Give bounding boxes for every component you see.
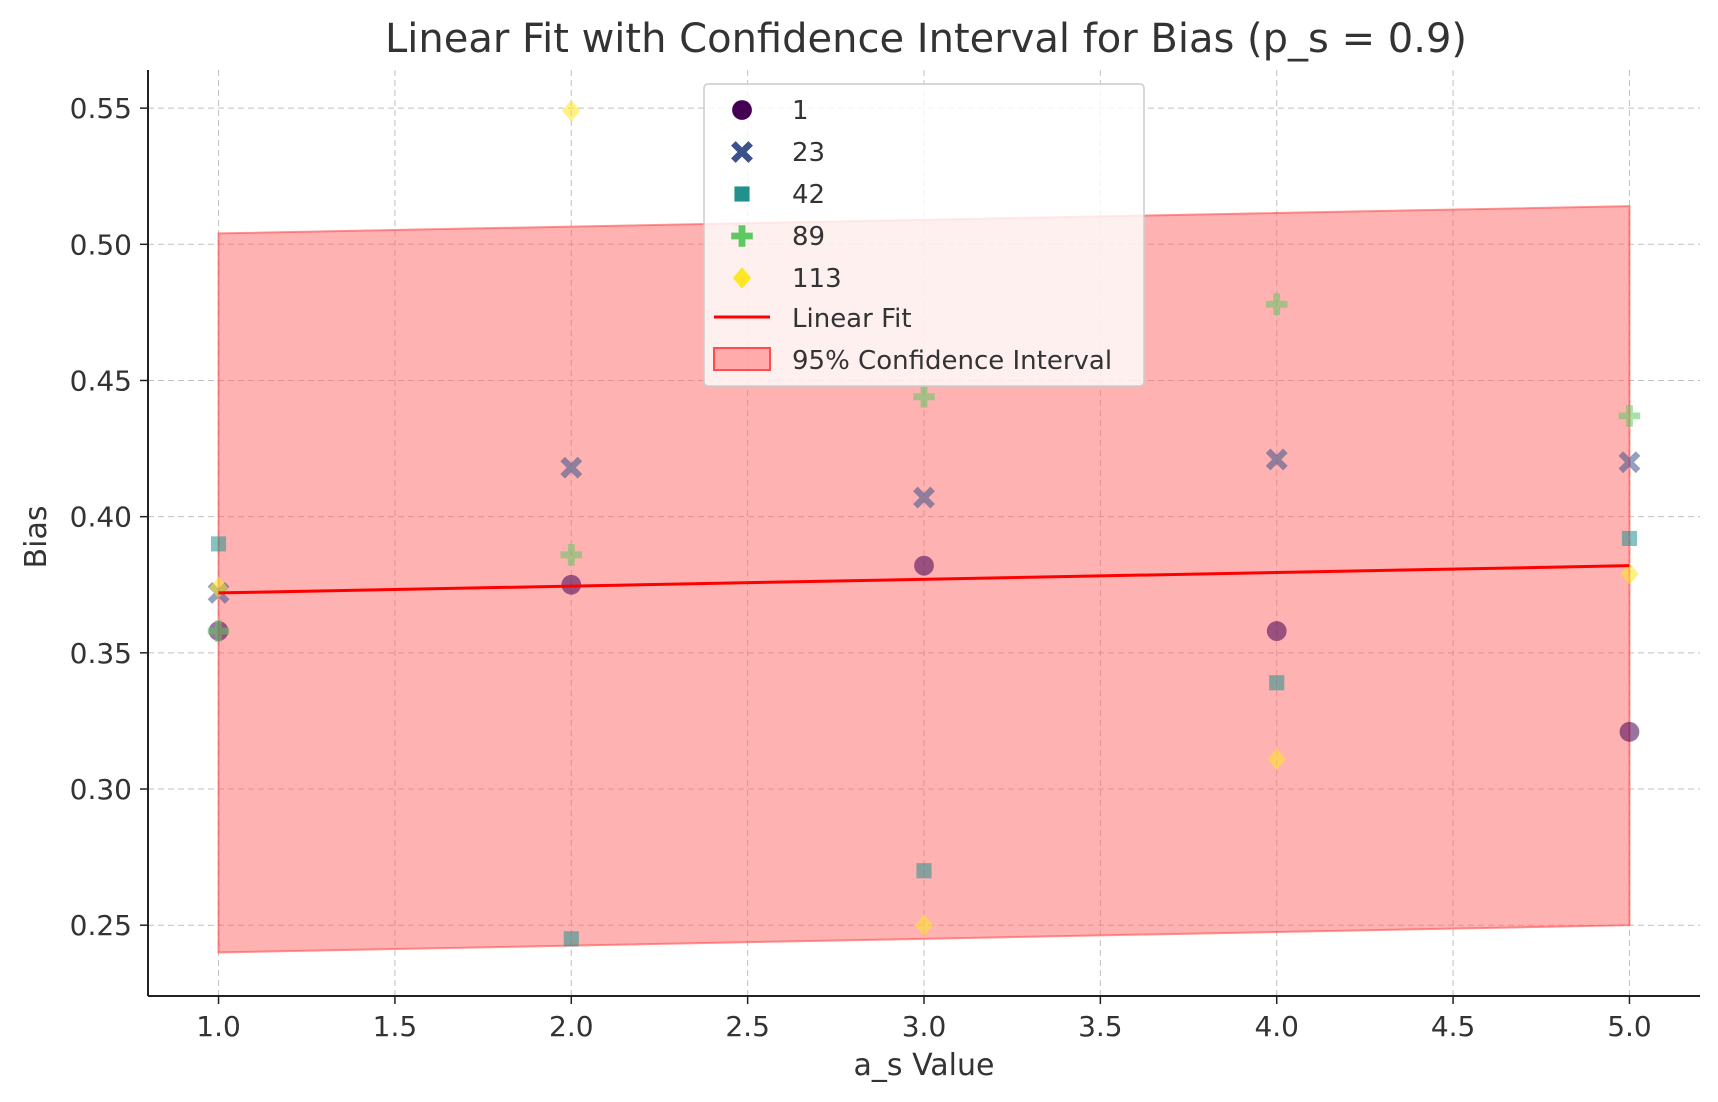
x-tick-label: 5.0 [1607,1010,1652,1043]
legend-label-23: 23 [792,138,825,168]
legend-marker-113 [732,267,752,289]
linear-fit-line [218,564,1630,595]
data-point-series-89 [1618,405,1641,427]
legend-label-42: 42 [792,180,825,210]
x-tick-label: 3.5 [1078,1010,1123,1043]
x-axis-label: a_s Value [854,1048,995,1083]
y-tick-label: 0.55 [70,92,132,125]
data-point-series-113 [1267,748,1286,770]
data-point-series-89 [560,543,583,566]
y-tick-label: 0.35 [70,637,132,670]
data-point-series-23 [1618,451,1641,474]
x-tick-label: 1.5 [373,1010,418,1043]
data-point-series-1 [1266,621,1287,641]
data-point-series-89 [1265,293,1288,316]
data-point-series-23 [560,456,583,479]
legend: 1 23 42 89 113 Linear Fit 95% Confidence Int… [703,83,1145,387]
x-tick-label: 2.0 [549,1010,594,1043]
data-points [207,100,1641,947]
data-point-series-89 [913,386,935,408]
legend-items: 1 23 42 89 113 [731,96,842,294]
data-point-series-113 [562,100,581,122]
x-tick-label: 4.0 [1254,1010,1299,1043]
legend-fit-label: Linear Fit [792,304,912,334]
data-point-series-23 [913,486,935,509]
data-point-series-113 [209,576,228,599]
legend-label-89: 89 [792,222,825,252]
y-tick-label: 0.50 [70,228,132,261]
data-point-series-89 [207,620,230,642]
x-tick-label: 3.0 [902,1010,947,1043]
y-tick-label: 0.30 [70,773,132,806]
data-point-series-42 [916,863,932,879]
data-point-series-42 [210,536,227,552]
legend-label-1: 1 [792,96,809,126]
y-tick-label: 0.25 [70,909,132,942]
data-point-series-1 [1619,721,1640,742]
y-tick-label: 0.40 [70,501,132,534]
data-point-series-1 [914,555,934,576]
legend-ci-swatch [713,347,771,371]
y-ticks: 0.25 0.30 0.35 0.40 0.45 0.50 0.55 [70,92,148,942]
data-point-series-113 [914,914,934,936]
data-point-series-42 [563,931,579,947]
y-axis-label: Bias [19,506,54,569]
legend-ci-label: 95% Confidence Interval [792,346,1112,376]
data-point-series-42 [1621,530,1638,547]
chart-title: Linear Fit with Confidence Interval for … [385,16,1467,62]
legend-marker-42 [734,186,750,202]
data-point-series-23 [1265,448,1288,471]
data-point-series-42 [1269,675,1285,691]
data-point-series-113 [1620,563,1639,585]
legend-label-113: 113 [792,264,842,294]
legend-marker-23 [731,141,753,163]
legend-box [703,83,1145,387]
legend-marker-89 [731,225,753,247]
x-tick-label: 4.5 [1431,1010,1476,1043]
x-tick-label: 2.5 [725,1010,770,1043]
y-tick-label: 0.45 [70,364,132,397]
x-ticks: 1.0 1.5 2.0 2.5 3.0 3.5 4.0 4.5 5.0 [196,996,1652,1043]
x-tick-label: 1.0 [196,1010,241,1043]
legend-marker-1 [732,100,752,120]
